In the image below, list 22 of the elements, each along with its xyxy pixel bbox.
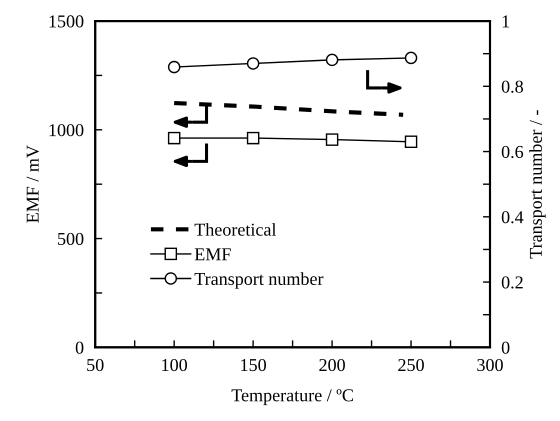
- y-tick-label: 1000: [50, 124, 84, 136]
- legend-label: Transport number: [194, 272, 324, 289]
- y2-axis-title: Transport number / -: [529, 110, 546, 259]
- y-tick-label: 500: [58, 232, 84, 246]
- y2-tick-label: 0.4: [502, 211, 524, 224]
- y2-tick-label: 0.8: [502, 80, 523, 93]
- y-axis-title: EMF / mV: [26, 145, 39, 223]
- legend-label: EMF: [194, 248, 231, 260]
- y-tick-label: 0: [76, 342, 84, 354]
- y2-tick-label: 0: [502, 342, 510, 354]
- x-tick-label: 50: [87, 358, 104, 372]
- y2-tick-label: 1: [502, 15, 510, 28]
- y2-tick-label: 0.6: [502, 146, 524, 158]
- x-tick-label: 150: [241, 358, 266, 372]
- x-tick-label: 300: [477, 358, 503, 372]
- x-tick-label: 100: [162, 358, 188, 372]
- y2-tick-label: 0.2: [502, 276, 523, 289]
- legend-label: Theoretical: [194, 223, 276, 236]
- x-tick-label: 250: [398, 358, 424, 372]
- y-tick-label: 1500: [50, 15, 84, 28]
- x-tick-label: 200: [319, 358, 345, 372]
- x-axis-title: Temperature / ºC: [232, 389, 353, 406]
